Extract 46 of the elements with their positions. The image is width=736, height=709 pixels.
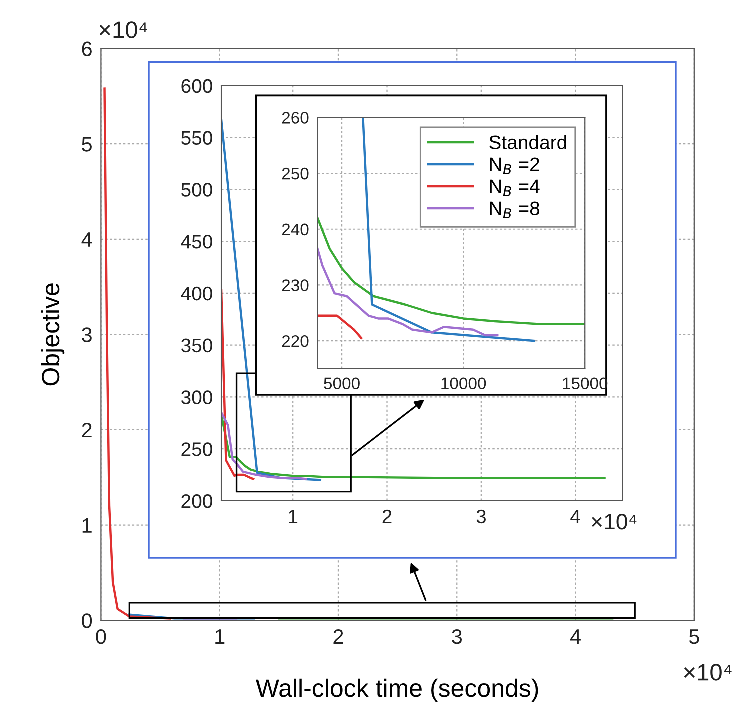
y-tick-label: 260 [282, 112, 309, 124]
y-tick-label: 600 [182, 79, 212, 94]
y-tick-label: 4 [82, 232, 92, 247]
x-tick-label: 3 [476, 510, 486, 524]
y-tick-label: 6 [82, 42, 92, 57]
x-tick-label: 0 [96, 629, 106, 644]
x-tick-label: 5000 [324, 378, 360, 390]
y-tick-label: 400 [181, 286, 212, 301]
legend-label: N$_{B}$ =2 [490, 158, 540, 174]
annotation: ×10⁴ [592, 514, 637, 530]
legend-label: N$_{B}$ =4 [490, 180, 540, 196]
line-series [104, 88, 172, 620]
x-tick-label: 2 [382, 510, 392, 524]
y-tick-label: 250 [182, 442, 212, 456]
line-series [222, 412, 308, 480]
y-tick-label: 450 [181, 235, 212, 249]
y-tick-label: 500 [182, 183, 212, 197]
y-tick-label: 250 [282, 168, 309, 180]
y-tick-label: 240 [282, 224, 309, 236]
x-tick-label: 2 [334, 629, 344, 644]
y-tick-label: 350 [182, 338, 212, 353]
y-tick-label: 230 [282, 280, 309, 292]
y-tick-label: 0 [82, 614, 92, 628]
y-tick-label: 200 [182, 494, 212, 508]
x-tick-label: 10000 [442, 378, 486, 390]
y-tick-label: 550 [182, 131, 212, 146]
x-tick-label: 4 [570, 630, 581, 644]
line-series [318, 217, 586, 326]
x-axis-title: Wall-clock time (seconds) [256, 678, 538, 702]
line-series [222, 414, 606, 480]
x-tick-label: 4 [570, 510, 580, 524]
y-tick-label: 300 [182, 390, 212, 404]
x-tick-label: 3 [452, 629, 462, 644]
x-tick-label: 5 [689, 630, 700, 644]
text: ×10⁴ [684, 664, 732, 681]
legend-label: Standard [490, 135, 566, 150]
y-tick-label: 3 [82, 328, 92, 342]
y-tick-label: 2 [82, 422, 92, 438]
line-series [222, 289, 255, 480]
text: ×10⁴ [100, 22, 148, 38]
y-tick-label: 220 [282, 335, 309, 348]
x-tick-label: 1 [216, 630, 225, 644]
y-axis-title: Objective [41, 284, 65, 386]
legend-label: N$_{B}$ =8 [490, 202, 540, 218]
y-tick-label: 5 [82, 137, 92, 152]
line-series [318, 248, 499, 337]
